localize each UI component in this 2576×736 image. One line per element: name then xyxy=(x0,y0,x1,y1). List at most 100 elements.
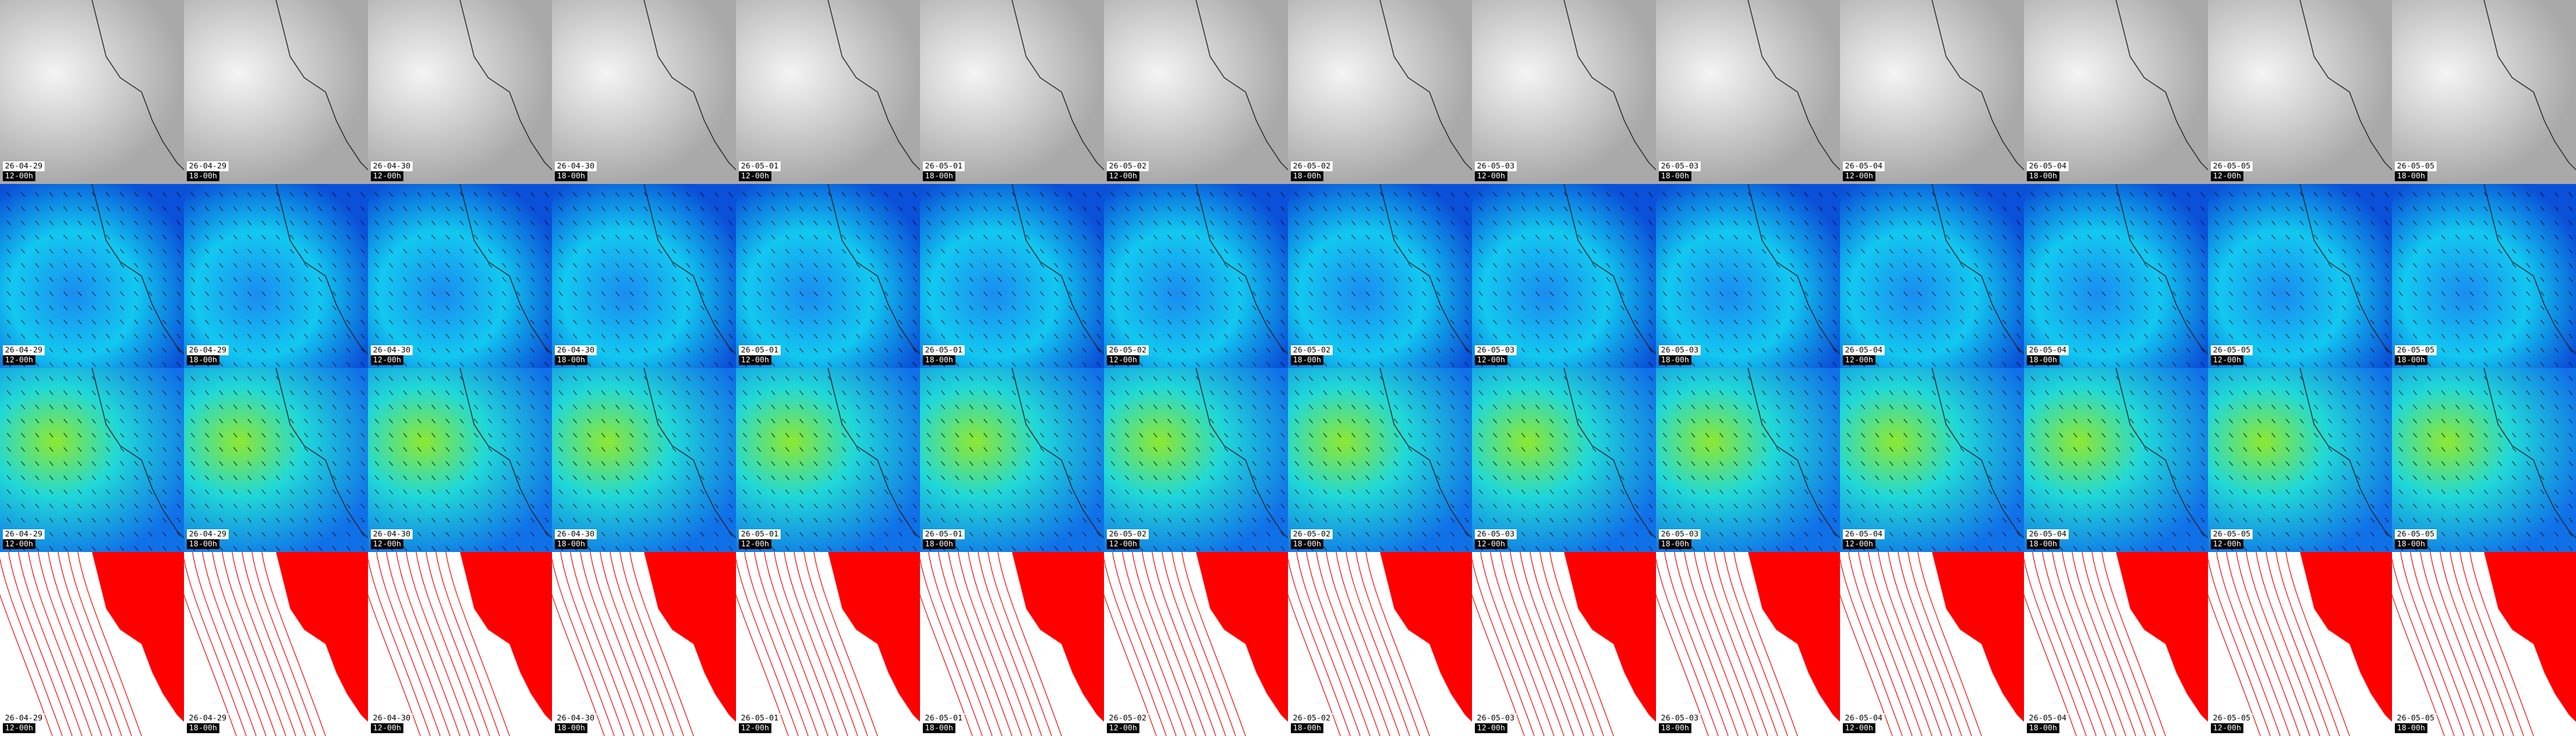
time-label: 12-00h xyxy=(739,539,771,549)
time-label: 18-00h xyxy=(1291,539,1323,549)
map-panel[interactable]: 26-05-01 12-00h xyxy=(736,0,920,184)
map-panel[interactable]: 26-05-03 18-00h xyxy=(1656,184,1840,368)
map-panel[interactable]: 26-05-02 12-00h xyxy=(1104,184,1288,368)
map-panel[interactable]: 26-05-01 18-00h xyxy=(920,368,1104,552)
map-panel[interactable]: 26-05-03 18-00h xyxy=(1656,0,1840,184)
map-panel[interactable]: 26-05-05 12-00h xyxy=(2208,552,2392,736)
map-panel[interactable]: 26-05-05 18-00h xyxy=(2392,184,2576,368)
map-panel[interactable]: 26-05-04 18-00h xyxy=(2024,184,2208,368)
map-panel[interactable]: 26-04-30 18-00h xyxy=(552,184,736,368)
date-label: 26-04-30 xyxy=(371,161,413,171)
map-panel[interactable]: 26-05-04 18-00h xyxy=(2024,368,2208,552)
date-label: 26-05-04 xyxy=(1843,529,1885,539)
time-label: 12-00h xyxy=(1475,539,1507,549)
time-label: 18-00h xyxy=(555,723,587,733)
time-label: 12-00h xyxy=(1107,171,1139,181)
map-panel[interactable]: 26-04-30 12-00h xyxy=(368,368,552,552)
map xyxy=(275,0,368,171)
map-panel[interactable]: 26-05-05 12-00h xyxy=(2208,0,2392,184)
map-panel[interactable]: 26-04-29 12-00h xyxy=(0,552,184,736)
date-label: 26-05-01 xyxy=(923,529,965,539)
map-panel[interactable]: 26-05-04 12-00h xyxy=(1840,0,2024,184)
map-panel[interactable]: 26-04-30 12-00h xyxy=(368,184,552,368)
map-panel[interactable]: 26-05-04 18-00h xyxy=(2024,552,2208,736)
time-label: 18-00h xyxy=(2027,355,2059,365)
map-panel[interactable]: 26-04-30 18-00h xyxy=(552,552,736,736)
date-label: 26-05-03 xyxy=(1659,345,1701,355)
map-panel[interactable]: 26-05-01 12-00h xyxy=(736,552,920,736)
time-label: 12-00h xyxy=(1475,723,1507,733)
time-label: 18-00h xyxy=(923,355,955,365)
date-label: 26-04-30 xyxy=(555,345,597,355)
time-label: 18-00h xyxy=(923,171,955,181)
map-panel[interactable]: 26-05-02 12-00h xyxy=(1104,0,1288,184)
map-panel[interactable]: 26-05-05 18-00h xyxy=(2392,0,2576,184)
map-panel[interactable]: 26-04-29 18-00h xyxy=(184,552,368,736)
map-panel[interactable]: 26-04-29 12-00h xyxy=(0,0,184,184)
date-label: 26-05-05 xyxy=(2211,529,2253,539)
map-panel[interactable]: 26-05-02 12-00h xyxy=(1104,552,1288,736)
time-label: 12-00h xyxy=(1107,723,1139,733)
map-panel[interactable]: 26-04-29 18-00h xyxy=(184,368,368,552)
map xyxy=(6,368,184,551)
map-panel[interactable]: 26-05-03 12-00h xyxy=(1472,368,1656,552)
map-panel[interactable]: 26-05-01 18-00h xyxy=(920,0,1104,184)
map xyxy=(1563,0,1656,171)
map-panel[interactable]: 26-05-02 18-00h xyxy=(1288,0,1472,184)
time-label: 12-00h xyxy=(2211,171,2243,181)
date-label: 26-05-02 xyxy=(1107,345,1149,355)
date-label: 26-05-01 xyxy=(739,161,781,171)
map xyxy=(374,368,552,551)
map-panel[interactable]: 26-05-03 12-00h xyxy=(1472,0,1656,184)
map-panel[interactable]: 26-04-30 18-00h xyxy=(552,0,736,184)
date-label: 26-04-30 xyxy=(555,161,597,171)
map-panel[interactable]: 26-05-05 12-00h xyxy=(2208,368,2392,552)
date-label: 26-05-04 xyxy=(1843,713,1885,723)
map-panel[interactable]: 26-05-01 18-00h xyxy=(920,552,1104,736)
time-label: 18-00h xyxy=(555,171,587,181)
date-label: 26-05-01 xyxy=(739,713,781,723)
map-panel[interactable]: 26-05-01 18-00h xyxy=(920,184,1104,368)
map-panel[interactable]: 26-04-30 18-00h xyxy=(552,368,736,552)
map xyxy=(2030,368,2208,551)
map xyxy=(926,368,1104,551)
map-panel[interactable]: 26-05-04 12-00h xyxy=(1840,552,2024,736)
map-panel[interactable]: 26-05-04 18-00h xyxy=(2024,0,2208,184)
map xyxy=(1011,0,1104,171)
map-panel[interactable]: 26-04-30 12-00h xyxy=(368,552,552,736)
map xyxy=(1656,552,1840,736)
time-label: 12-00h xyxy=(3,539,35,549)
map-panel[interactable]: 26-05-04 12-00h xyxy=(1840,368,2024,552)
map-panel[interactable]: 26-04-30 12-00h xyxy=(368,0,552,184)
map-panel[interactable]: 26-05-03 12-00h xyxy=(1472,184,1656,368)
map xyxy=(374,184,552,367)
map-panel[interactable]: 26-05-01 12-00h xyxy=(736,368,920,552)
map-panel[interactable]: 26-04-29 18-00h xyxy=(184,0,368,184)
map-panel[interactable]: 26-05-01 12-00h xyxy=(736,184,920,368)
date-label: 26-05-02 xyxy=(1107,713,1149,723)
map-panel[interactable]: 26-05-02 18-00h xyxy=(1288,184,1472,368)
map-panel[interactable]: 26-05-03 18-00h xyxy=(1656,552,1840,736)
date-label: 26-05-05 xyxy=(2211,161,2253,171)
map-panel[interactable]: 26-05-02 18-00h xyxy=(1288,368,1472,552)
date-label: 26-05-03 xyxy=(1475,529,1517,539)
date-label: 26-04-29 xyxy=(3,161,45,171)
map-panel[interactable]: 26-05-05 18-00h xyxy=(2392,552,2576,736)
map-panel[interactable]: 26-05-02 18-00h xyxy=(1288,552,1472,736)
map-panel[interactable]: 26-05-03 18-00h xyxy=(1656,368,1840,552)
map xyxy=(742,368,920,551)
time-label: 12-00h xyxy=(1843,355,1875,365)
map xyxy=(1846,368,2024,551)
map-panel[interactable]: 26-05-03 12-00h xyxy=(1472,552,1656,736)
map-panel[interactable]: 26-05-02 12-00h xyxy=(1104,368,1288,552)
map-panel[interactable]: 26-05-05 12-00h xyxy=(2208,184,2392,368)
map-panel[interactable]: 26-05-05 18-00h xyxy=(2392,368,2576,552)
map-panel[interactable]: 26-04-29 12-00h xyxy=(0,184,184,368)
map-panel[interactable]: 26-04-29 12-00h xyxy=(0,368,184,552)
time-label: 12-00h xyxy=(1843,539,1875,549)
map-panel[interactable]: 26-05-04 12-00h xyxy=(1840,184,2024,368)
map-panel[interactable]: 26-04-29 18-00h xyxy=(184,184,368,368)
date-label: 26-04-30 xyxy=(371,529,413,539)
time-label: 12-00h xyxy=(371,539,403,549)
time-label: 18-00h xyxy=(2395,723,2427,733)
